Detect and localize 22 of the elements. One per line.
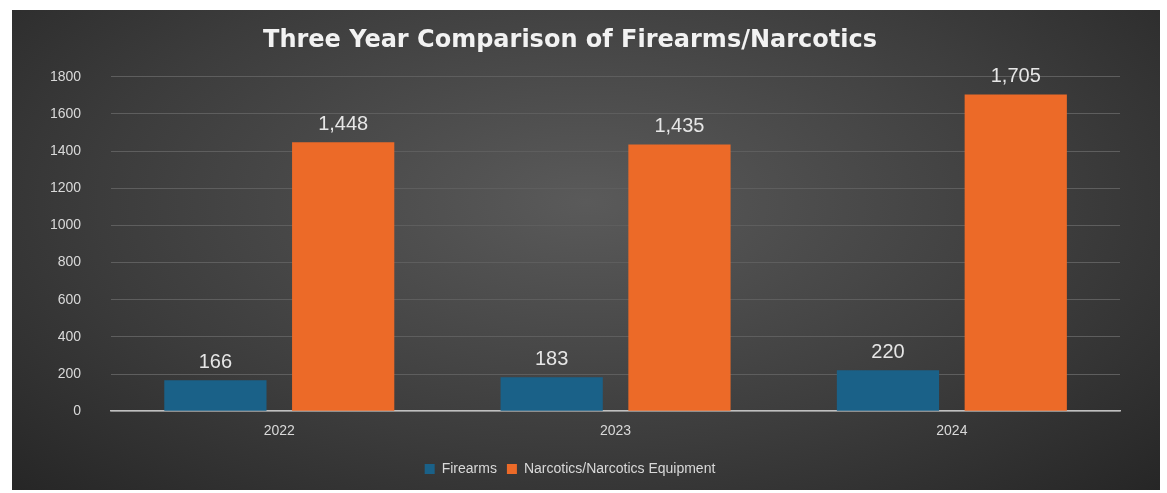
- y-tick-label: 1200: [49, 179, 82, 196]
- legend-label: Firearms: [441, 459, 497, 476]
- x-tick-label: 2023: [599, 422, 632, 439]
- data-label: 1,448: [318, 111, 369, 134]
- data-label: 183: [534, 346, 569, 369]
- y-tick-label: 1000: [49, 216, 82, 233]
- y-tick-label: 0: [73, 402, 82, 419]
- chart-title: Three Year Comparison of Firearms/Narcotics: [263, 24, 877, 53]
- y-tick-label: 1800: [49, 67, 82, 84]
- y-tick-label: 1600: [49, 104, 82, 121]
- y-tick-label: 400: [57, 327, 82, 344]
- legend-label: Narcotics/Narcotics Equipment: [523, 459, 716, 476]
- y-tick-label: 800: [57, 253, 82, 270]
- y-tick-label: 600: [57, 290, 82, 307]
- data-label: 220: [871, 339, 905, 362]
- x-tick-label: 2022: [263, 422, 296, 439]
- data-label: 1,705: [990, 63, 1041, 86]
- y-tick-label: 200: [57, 364, 82, 381]
- y-tick-label: 1400: [49, 141, 82, 158]
- x-tick-label: 2024: [936, 422, 968, 439]
- data-label: 166: [198, 349, 233, 372]
- data-label: 1,435: [654, 114, 705, 137]
